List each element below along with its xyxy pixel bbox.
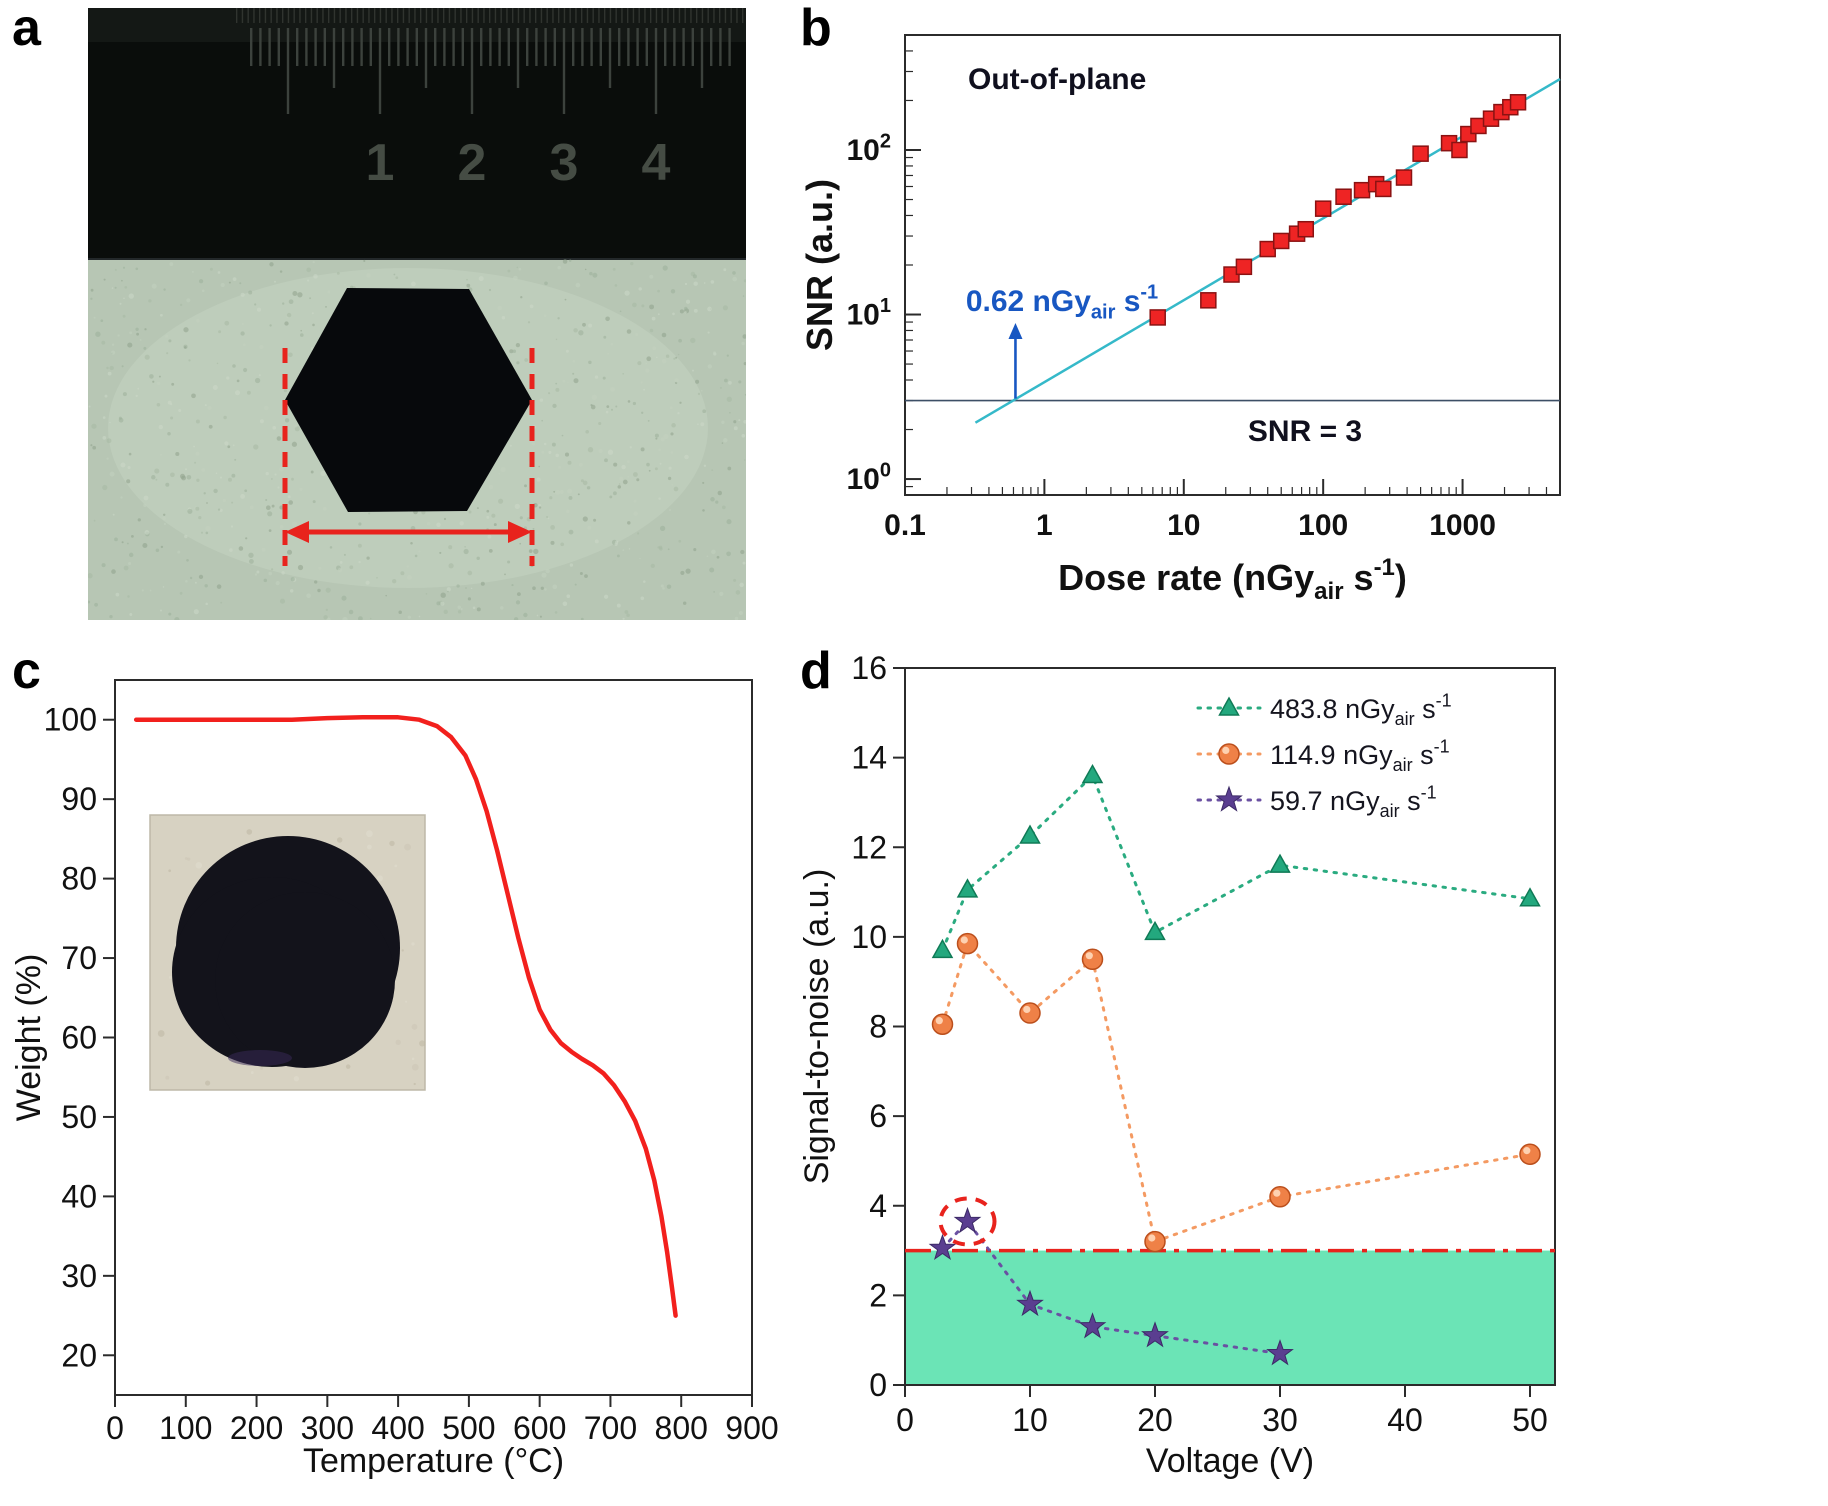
svg-text:Temperature (°C): Temperature (°C) (303, 1442, 564, 1480)
svg-text:0: 0 (106, 1410, 124, 1446)
svg-text:900: 900 (725, 1410, 778, 1446)
svg-text:400: 400 (371, 1410, 424, 1446)
svg-text:10: 10 (1167, 509, 1200, 542)
panel-label-b: b (800, 0, 832, 57)
svg-text:1000: 1000 (1429, 509, 1496, 542)
svg-text:10: 10 (851, 919, 887, 955)
svg-text:16: 16 (851, 650, 887, 686)
svg-text:3: 3 (550, 134, 579, 192)
svg-text:SNR (a.u.): SNR (a.u.) (800, 179, 840, 351)
svg-text:100: 100 (1298, 509, 1348, 542)
svg-text:200: 200 (230, 1410, 283, 1446)
svg-text:0: 0 (869, 1367, 887, 1403)
panel-d-snr-vs-voltage-chart: 0 10 20 30 40 50 0 2 4 6 8 10 12 14 16 483.8 nGyair s-1… (800, 650, 1556, 1480)
svg-text:20: 20 (1137, 1402, 1173, 1438)
svg-text:700: 700 (584, 1410, 637, 1446)
svg-text:14: 14 (851, 740, 887, 776)
svg-text:Dose rate (nGyair s-1): Dose rate (nGyair s-1) (1058, 554, 1407, 605)
svg-text:0.62 nGyair s-1: 0.62 nGyair s-1 (966, 281, 1158, 323)
svg-text:6: 6 (869, 1098, 887, 1134)
svg-text:40: 40 (61, 1178, 97, 1214)
svg-text:Voltage (V): Voltage (V) (1146, 1442, 1314, 1480)
svg-text:Signal-to-noise (a.u.): Signal-to-noise (a.u.) (800, 869, 836, 1185)
svg-text:2: 2 (458, 134, 487, 192)
svg-text:90: 90 (61, 781, 97, 817)
svg-text:30: 30 (1262, 1402, 1298, 1438)
svg-text:8: 8 (869, 1009, 887, 1045)
svg-text:100: 100 (44, 702, 97, 738)
panel-c-tga-chart: 0 100 200 300 400 500 600 700 800 900 20 30 40 50 60 70… (10, 679, 779, 1480)
svg-text:Out-of-plane: Out-of-plane (968, 63, 1146, 96)
panel-label-d: d (800, 642, 832, 700)
svg-text:1: 1 (1036, 509, 1053, 542)
svg-text:2: 2 (869, 1277, 887, 1313)
svg-text:30: 30 (61, 1258, 97, 1294)
svg-text:59.7 nGyair s-1: 59.7 nGyair s-1 (1270, 783, 1437, 821)
svg-text:50: 50 (1512, 1402, 1548, 1438)
svg-text:70: 70 (61, 940, 97, 976)
svg-text:100: 100 (847, 459, 892, 496)
svg-text:20: 20 (61, 1337, 97, 1373)
svg-text:483.8 nGyair s-1: 483.8 nGyair s-1 (1270, 691, 1452, 729)
svg-text:4: 4 (642, 134, 671, 192)
svg-text:10: 10 (1012, 1402, 1048, 1438)
svg-text:Weight (%): Weight (%) (10, 954, 48, 1122)
svg-text:1: 1 (366, 134, 395, 192)
svg-text:100: 100 (159, 1410, 212, 1446)
panel-b-snr-vs-dose-chart: 0.1 1 10 100 1000 100 101 102 0.62 nGyair s-1 Out… (800, 34, 1561, 605)
svg-text:4: 4 (869, 1188, 887, 1224)
svg-text:101: 101 (847, 295, 892, 332)
panel-a-crystal-ruler-photo: 1 2 3 4 (88, 8, 746, 620)
svg-text:500: 500 (442, 1410, 495, 1446)
svg-text:102: 102 (847, 130, 892, 167)
svg-text:12: 12 (851, 829, 887, 865)
panel-label-a: a (12, 0, 41, 57)
svg-text:600: 600 (513, 1410, 566, 1446)
svg-text:0: 0 (896, 1402, 914, 1438)
svg-text:300: 300 (301, 1410, 354, 1446)
svg-text:60: 60 (61, 1020, 97, 1056)
svg-text:800: 800 (655, 1410, 708, 1446)
svg-text:80: 80 (61, 861, 97, 897)
svg-text:0.1: 0.1 (884, 509, 926, 542)
svg-text:SNR = 3: SNR = 3 (1248, 415, 1362, 448)
panel-label-c: c (12, 642, 41, 700)
svg-text:40: 40 (1387, 1402, 1423, 1438)
svg-text:114.9 nGyair s-1: 114.9 nGyair s-1 (1270, 737, 1450, 775)
svg-text:50: 50 (61, 1099, 97, 1135)
